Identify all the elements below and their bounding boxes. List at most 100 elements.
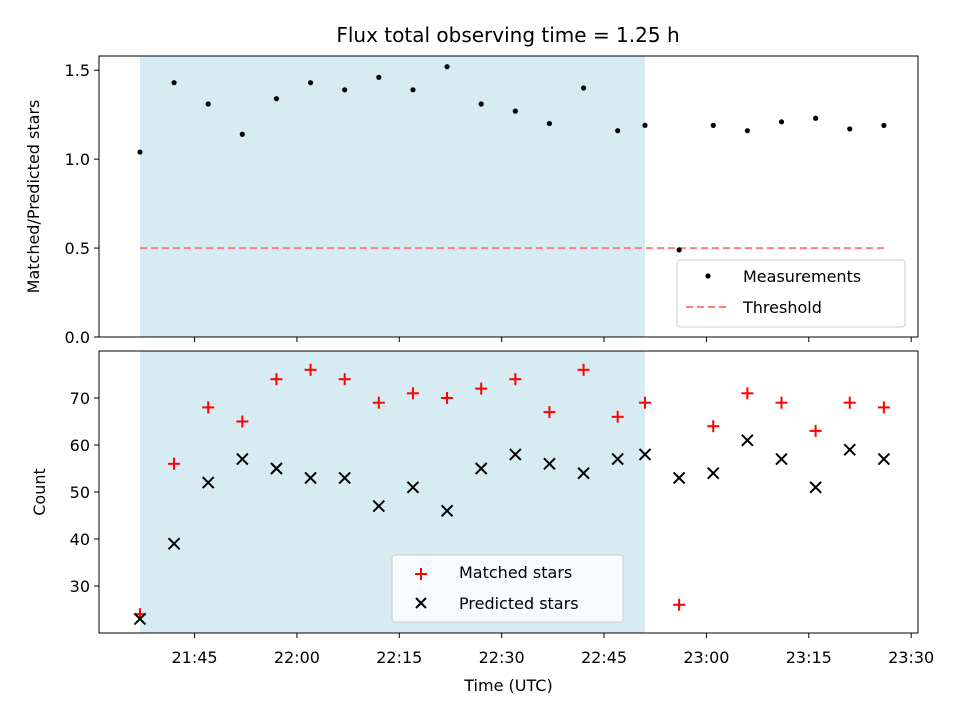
ratio-y-tick-label: 1.5 <box>65 61 90 80</box>
matched-star-point <box>775 396 788 409</box>
measurement-points <box>137 64 887 253</box>
matched-star-point <box>202 401 215 414</box>
predicted-star-point <box>543 457 556 471</box>
predicted-star-point <box>638 448 652 461</box>
predicted-star-point <box>440 504 454 518</box>
time-x-tick-label: 22:30 <box>479 648 525 667</box>
predicted-star-point <box>236 452 249 466</box>
predicted-star-point <box>775 452 788 466</box>
ratio-y-axis-label: Matched/Predicted stars <box>24 100 43 294</box>
matched-star-point <box>509 373 522 386</box>
legend-predicted-marker <box>415 597 427 609</box>
measurement-point <box>239 131 245 137</box>
measurement-point <box>273 96 280 102</box>
matched-star-point <box>611 410 624 423</box>
matched-star-point <box>236 415 249 428</box>
matched-star-point <box>843 396 856 409</box>
predicted-star-point <box>577 466 590 480</box>
chart-title: Flux total observing time = 1.25 h <box>336 23 679 47</box>
measurement-point <box>376 74 382 80</box>
measurement-point <box>710 122 716 128</box>
time-x-tick-label: 21:45 <box>171 648 217 667</box>
measurement-point <box>881 122 887 128</box>
ratio-x-tick-marks <box>194 337 912 342</box>
measurement-point <box>478 101 484 107</box>
measurement-point <box>778 119 785 125</box>
legend-measurements-marker <box>705 273 711 279</box>
predicted-star-point <box>304 471 317 485</box>
count-y-tick-label: 60 <box>70 436 90 455</box>
predicted-star-point <box>843 443 856 456</box>
predicted-star-point <box>201 476 215 489</box>
predicted-star-point <box>474 462 488 475</box>
measurement-point <box>410 87 416 93</box>
measurement-point <box>342 87 348 93</box>
ratio-y-tick-label: 0.0 <box>65 328 90 347</box>
legend-matched-marker <box>415 568 427 580</box>
ratio-y-tick-label: 0.5 <box>65 239 90 258</box>
time-x-tick-label: 22:45 <box>581 648 627 667</box>
matched-star-point <box>543 406 556 419</box>
measurement-point <box>512 108 518 114</box>
measurement-point <box>546 120 553 127</box>
ratio-y-axis: 0.0 0.5 1.0 1.5 <box>65 61 99 347</box>
measurement-point <box>847 126 853 132</box>
legend-predicted-label: Predicted stars <box>459 594 579 613</box>
count-y-axis-label: Count <box>30 468 49 516</box>
matched-star-point <box>304 363 317 376</box>
matched-star-point <box>441 392 454 404</box>
count-panel: 30 40 50 60 70 21:45 22:00 22:15 22:30 22:45 23:0… <box>30 350 934 695</box>
time-x-tick-label: 22:15 <box>376 648 422 667</box>
predicted-star-point <box>406 481 420 494</box>
measurement-point <box>171 80 177 86</box>
predicted-star-point <box>877 452 891 466</box>
matched-star-point <box>877 401 890 414</box>
predicted-star-point <box>338 471 351 485</box>
legend-threshold-label: Threshold <box>742 298 822 317</box>
ratio-y-tick-label: 1.0 <box>65 150 90 169</box>
predicted-star-point <box>611 452 624 466</box>
predicted-star-point <box>509 448 522 461</box>
matched-star-point <box>809 424 822 437</box>
count-y-axis: 30 40 50 60 70 <box>70 389 99 596</box>
predicted-star-point <box>270 462 283 475</box>
predicted-star-point <box>809 481 822 494</box>
time-x-tick-label: 23:15 <box>786 648 832 667</box>
ratio-panel: 0.0 0.5 1.0 1.5 Matched/Predicted stars Mea… <box>24 55 919 347</box>
predicted-star-point <box>372 499 386 513</box>
count-y-tick-label: 30 <box>70 577 90 596</box>
matched-star-point <box>406 387 419 400</box>
matched-star-point <box>475 382 488 395</box>
matched-star-point <box>338 373 351 386</box>
matched-star-point <box>741 387 754 400</box>
predicted-star-point <box>167 537 181 550</box>
predicted-star-point <box>672 471 686 485</box>
matched-star-point <box>707 420 720 433</box>
measurement-point <box>205 101 211 107</box>
measurement-point <box>137 149 143 155</box>
measurement-point <box>642 122 648 128</box>
count-points <box>133 363 891 626</box>
time-x-tick-label: 22:00 <box>274 648 320 667</box>
time-x-tick-label: 23:30 <box>888 648 934 667</box>
measurement-point <box>676 247 682 253</box>
matched-star-point <box>673 598 686 611</box>
matched-star-point <box>372 396 385 409</box>
predicted-star-point <box>741 434 754 447</box>
measurement-point <box>615 128 621 134</box>
matched-star-point <box>639 396 651 409</box>
ratio-panel-frame <box>98 55 919 338</box>
time-x-axis: 21:45 22:00 22:15 22:30 22:45 23:00 23:15 23:30 <box>171 633 934 667</box>
matched-star-point <box>577 363 590 376</box>
time-x-axis-label: Time (UTC) <box>463 676 552 695</box>
count-legend: Matched stars Predicted stars <box>391 554 624 623</box>
legend-measurements-label: Measurements <box>743 267 861 286</box>
measurement-point <box>813 115 819 121</box>
matched-star-point <box>168 457 181 470</box>
predicted-star-point <box>133 612 147 626</box>
count-y-tick-label: 70 <box>70 389 90 408</box>
matched-star-point <box>270 373 283 386</box>
count-panel-frame <box>98 350 919 634</box>
count-y-tick-label: 40 <box>70 530 90 549</box>
